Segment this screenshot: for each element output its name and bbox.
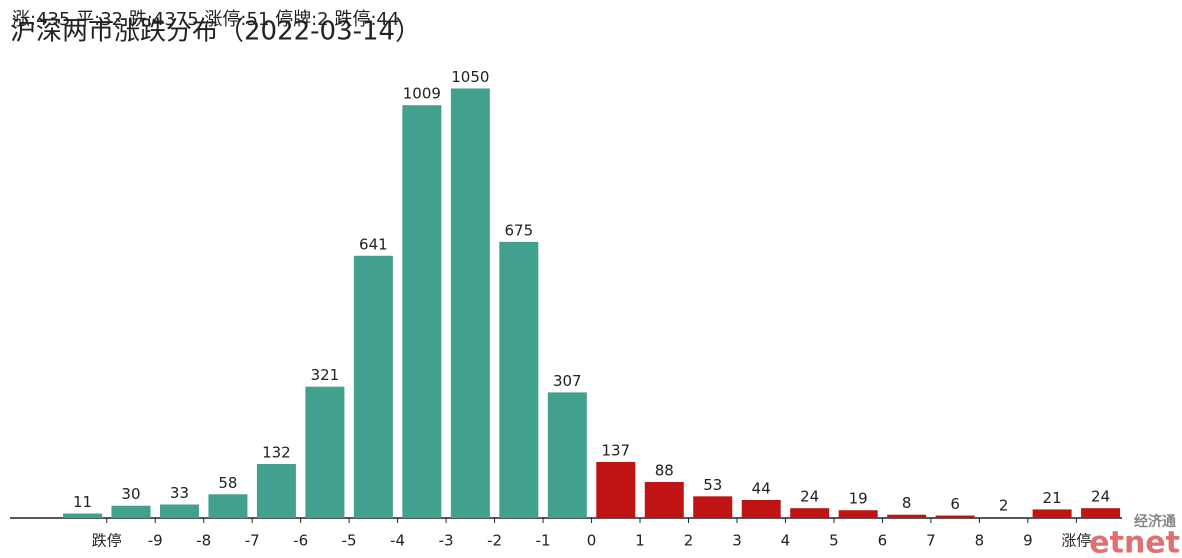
value-label: 33 [170,484,189,502]
bar [596,461,636,518]
bar [450,88,490,519]
value-label: 6 [950,495,960,513]
value-label: 24 [800,488,819,506]
value-label: 307 [553,372,582,390]
value-label: 21 [1043,489,1062,507]
x-tick-label: -6 [293,532,308,550]
x-tick-label: 1 [635,532,645,550]
bar [1081,508,1121,518]
x-tick-label: 8 [975,532,985,550]
value-label: 132 [262,444,291,462]
value-label: 1050 [451,68,489,86]
bar [402,105,442,519]
value-label: 58 [218,474,237,492]
bar [305,386,345,518]
value-label: 2 [999,497,1009,515]
chart-subtitle: 涨:435 平:32 跌:4375 涨停:51 停牌:2 跌停:44 [12,9,399,30]
bar [499,241,539,518]
x-tick-label: 0 [587,532,597,550]
bar [887,514,927,518]
value-label: 19 [849,490,868,508]
value-label: 30 [121,485,140,503]
x-tick-label: -1 [536,532,551,550]
value-label: 137 [601,441,630,459]
bar [644,482,684,518]
chart-title: 沪深两市涨跌分布（2022-03-14） [10,17,421,47]
watermark: 经济通 [1134,513,1176,530]
x-tick-label: -4 [390,532,405,550]
bar [63,513,102,518]
x-tick-label: 涨停 [1061,532,1091,550]
watermark: etnet [1089,526,1180,558]
x-tick-label: -7 [245,532,260,550]
bar [693,496,733,518]
x-tick-label: 7 [926,532,936,550]
x-tick-label: -3 [439,532,454,550]
bar [838,510,878,518]
value-label: 1009 [403,85,441,103]
x-tick-label: 9 [1023,532,1033,550]
bar [741,500,781,518]
x-tick-label: -5 [342,532,357,550]
bar [790,508,830,518]
bar [111,505,151,518]
value-label: 24 [1091,488,1110,506]
x-tick-label: 6 [878,532,888,550]
x-tick-label: 3 [732,532,742,550]
value-label: 88 [655,462,674,480]
value-label: 44 [752,480,771,498]
bar [353,255,393,519]
x-tick-label: 4 [781,532,791,550]
x-tick-label: 2 [684,532,694,550]
bar [256,464,296,518]
bar [935,515,975,518]
x-tick-label: 5 [829,532,839,550]
bar [208,494,248,518]
value-label: 321 [311,366,340,384]
bar [1032,509,1072,518]
value-label: 675 [504,221,533,239]
value-label: 11 [73,493,92,511]
x-tick-label: -2 [487,532,502,550]
bar [159,504,199,518]
bar [984,517,1024,518]
x-tick-label: -8 [196,532,211,550]
x-tick-label: -9 [148,532,163,550]
value-label: 8 [902,494,912,512]
x-tick-label: 跌停 [92,532,122,550]
value-label: 53 [703,476,722,494]
value-label: 641 [359,235,388,253]
bar [547,392,587,518]
